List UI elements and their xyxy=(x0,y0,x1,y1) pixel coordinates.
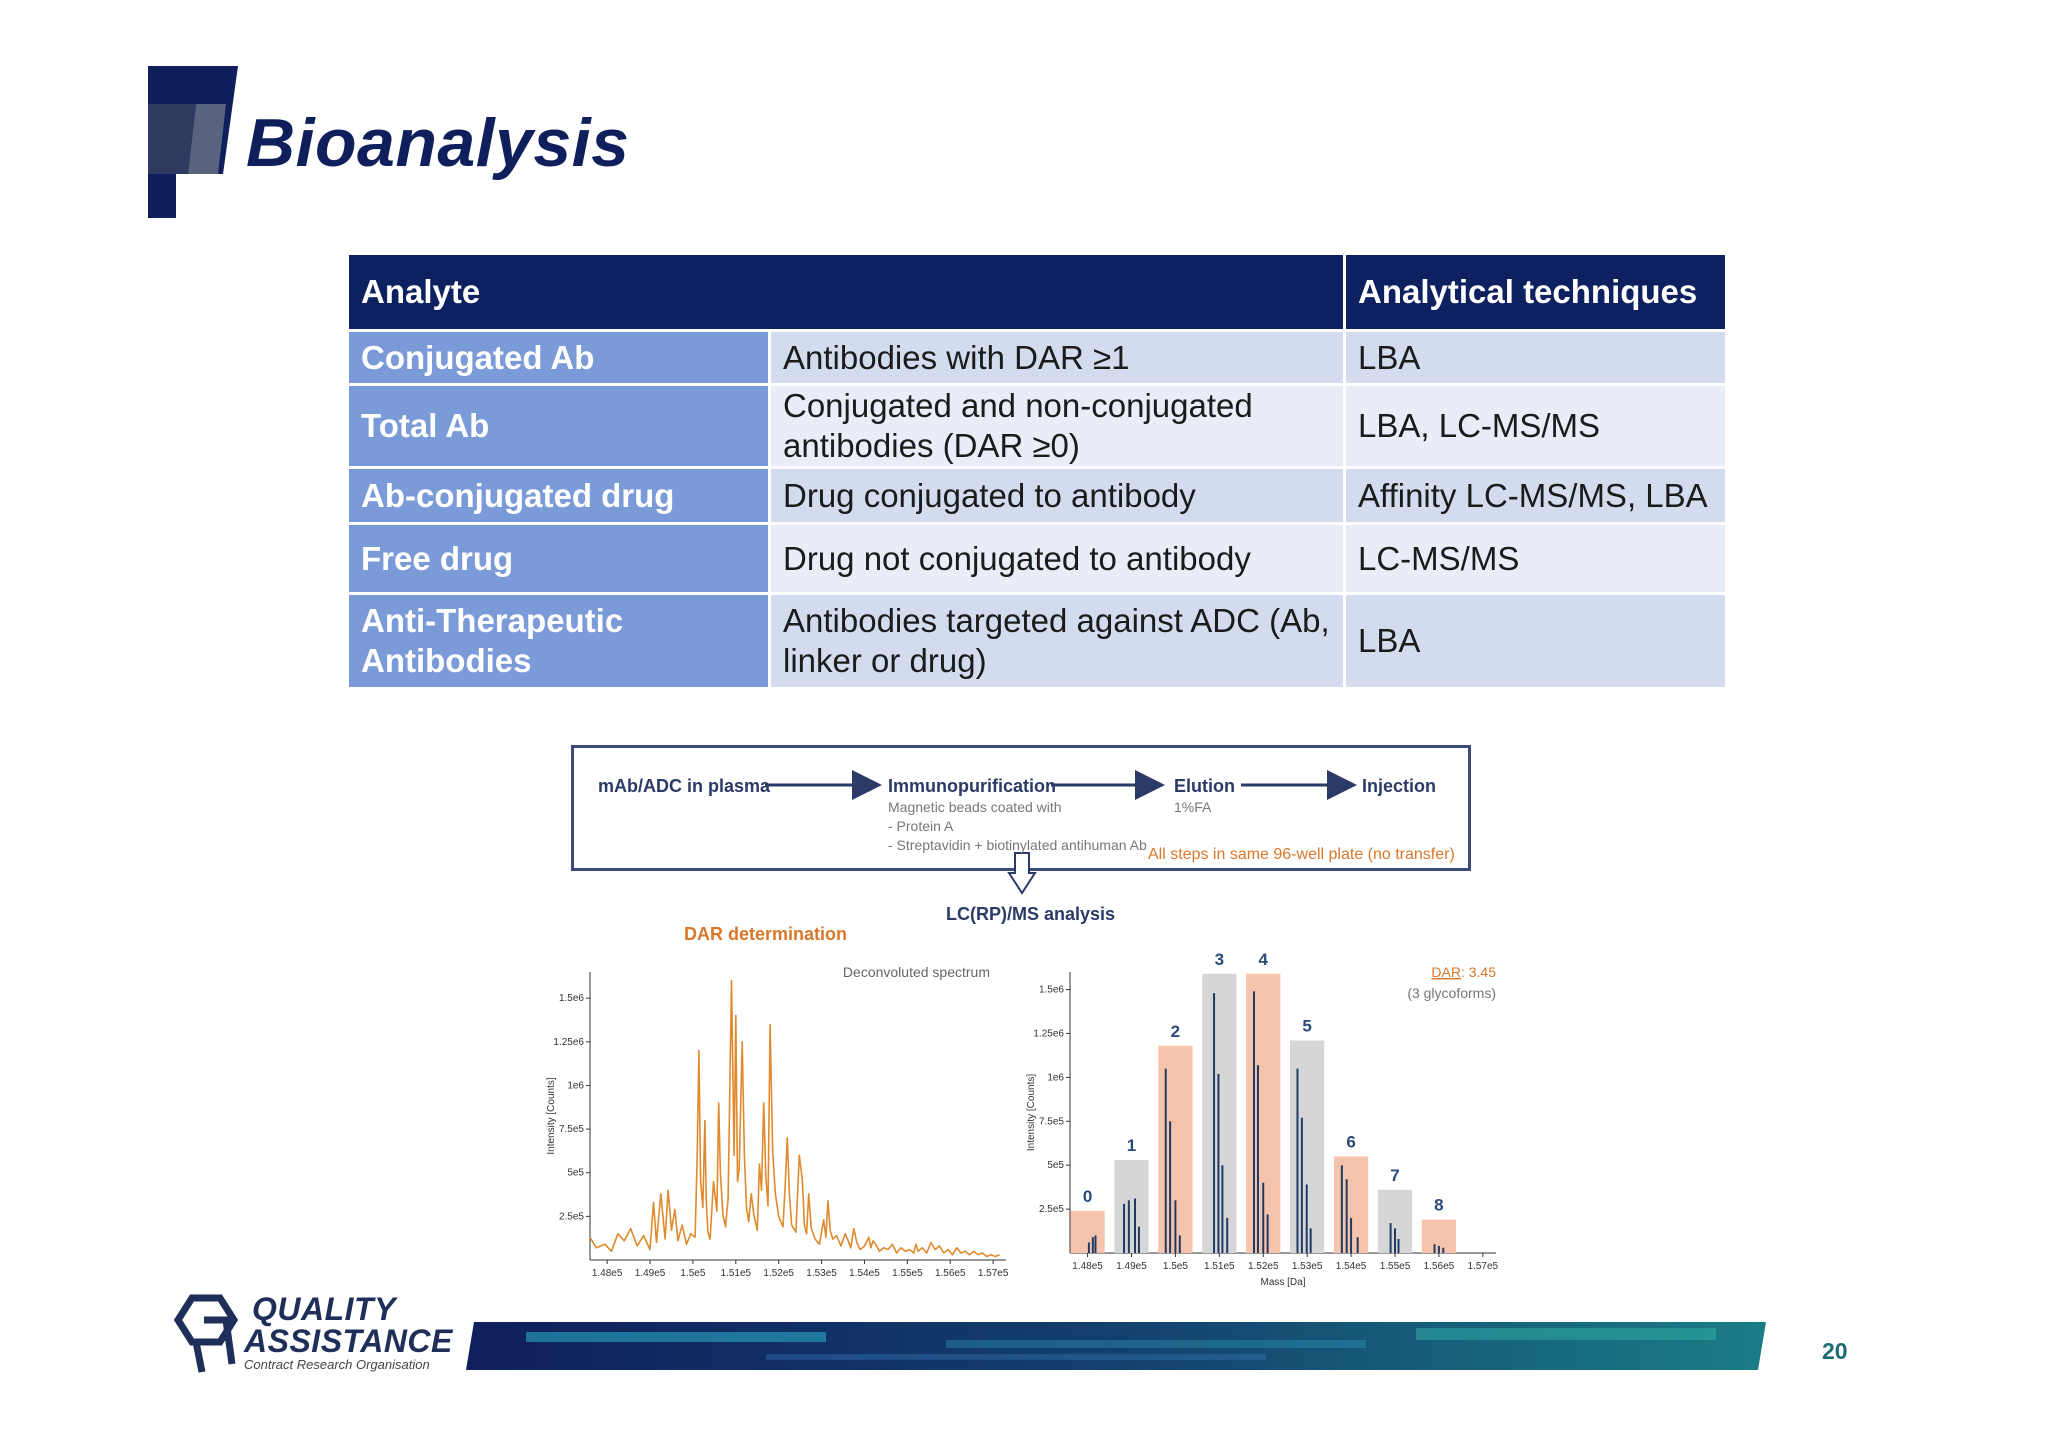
x-tick-label: 1.57e5 xyxy=(978,1268,1009,1279)
analyte-description: Conjugated and non-conjugated antibodies… xyxy=(771,386,1343,466)
y-tick-label: 7.5e5 xyxy=(559,1124,584,1135)
flow-step-immunopurification-sub-1: Magnetic beads coated with xyxy=(888,799,1062,815)
dar-annotation-label: DAR xyxy=(1431,964,1461,980)
y-tick-label: 5e5 xyxy=(1047,1160,1064,1171)
dar-bar-label: 6 xyxy=(1346,1132,1355,1151)
dar-bar xyxy=(1114,1159,1149,1253)
analyte-technique: LBA xyxy=(1346,332,1725,383)
y-axis-label: Intensity [Counts] xyxy=(1026,1074,1037,1151)
brand-tagline: Contract Research Organisation xyxy=(244,1357,430,1372)
footer-decorative-bar xyxy=(466,1322,1766,1370)
brand-logo-icon xyxy=(174,1294,239,1373)
y-tick-label: 1.5e6 xyxy=(559,993,584,1004)
dar-distribution-chart: 2.5e5 5e5 7.5e5 1e6 1.25e6 1.5e6 1.48e5 1.49e5 1… xyxy=(1026,950,1499,1288)
x-tick-label: 1.5e5 xyxy=(680,1268,705,1279)
y-tick-label: 1.25e6 xyxy=(1033,1028,1064,1039)
table-row: Ab-conjugated drug Drug conjugated to an… xyxy=(349,469,1725,522)
dar-bar-label: 2 xyxy=(1171,1022,1180,1041)
dar-annotation: DAR: 3.45 xyxy=(1431,964,1496,980)
x-tick-label: 1.51e5 xyxy=(721,1268,752,1279)
x-tick-label: 1.52e5 xyxy=(763,1268,794,1279)
flow-arrow-down xyxy=(1007,852,1037,895)
dar-bar-label: 3 xyxy=(1215,950,1224,969)
flow-note: All steps in same 96-well plate (no tran… xyxy=(1148,846,1455,863)
y-tick-label: 2.5e5 xyxy=(559,1211,584,1222)
flow-step-immunopurification-sub-3: - Streptavidin + biotinylated antihuman … xyxy=(888,837,1147,853)
y-tick-label: 2.5e5 xyxy=(1039,1204,1064,1215)
analyte-technique: LBA xyxy=(1346,595,1725,687)
x-axis-label: Mass [Da] xyxy=(1260,1277,1305,1288)
x-tick-label: 1.53e5 xyxy=(1292,1261,1323,1272)
dar-bar xyxy=(1070,1210,1105,1253)
analyte-name: Free drug xyxy=(349,525,768,592)
analyte-name: Anti-Therapeutic Antibodies xyxy=(349,595,768,687)
analyte-technique: LC-MS/MS xyxy=(1346,525,1725,592)
table-row: Free drug Drug not conjugated to antibod… xyxy=(349,525,1725,592)
x-tick-label: 1.52e5 xyxy=(1248,1261,1279,1272)
y-tick-label: 5e5 xyxy=(567,1168,584,1179)
table-row: Total Ab Conjugated and non-conjugated a… xyxy=(349,386,1725,466)
x-tick-label: 1.49e5 xyxy=(635,1268,666,1279)
analyte-description: Drug conjugated to antibody xyxy=(771,469,1343,522)
table-header-techniques: Analytical techniques xyxy=(1346,255,1725,329)
x-tick-label: 1.49e5 xyxy=(1116,1261,1147,1272)
x-tick-label: 1.48e5 xyxy=(1072,1261,1103,1272)
analyte-description: Drug not conjugated to antibody xyxy=(771,525,1343,592)
table-row: Anti-Therapeutic Antibodies Antibodies t… xyxy=(349,595,1725,687)
dar-bar-label: 8 xyxy=(1434,1196,1443,1215)
deconvoluted-spectrum-chart: 2.5e5 5e5 7.5e5 1e6 1.25e6 1.5e6 1.48e5 1.49e5 1… xyxy=(546,964,1009,1279)
workflow-box xyxy=(571,745,1471,871)
y-tick-label: 1e6 xyxy=(1047,1072,1064,1083)
y-axis-label: Intensity [Counts] xyxy=(546,1077,557,1154)
chart-title: Deconvoluted spectrum xyxy=(843,964,990,980)
dar-bar-label: 1 xyxy=(1127,1136,1136,1155)
spectrum-line xyxy=(589,979,1000,1258)
x-tick-label: 1.53e5 xyxy=(806,1268,837,1279)
table-header-analyte: Analyte xyxy=(349,255,1343,329)
flow-step-immunopurification: Immunopurification xyxy=(888,776,1056,796)
page-number: 20 xyxy=(1822,1338,1848,1364)
y-tick-label: 1.25e6 xyxy=(553,1037,584,1048)
analyte-table: Analyte Analytical techniques Conjugated… xyxy=(346,252,1728,690)
x-tick-label: 1.54e5 xyxy=(849,1268,880,1279)
flow-step-plasma: mAb/ADC in plasma xyxy=(598,776,771,796)
x-tick-label: 1.57e5 xyxy=(1468,1261,1499,1272)
table-row: Conjugated Ab Antibodies with DAR ≥1 LBA xyxy=(349,332,1725,383)
lcms-analysis-label: LC(RP)/MS analysis xyxy=(946,904,1116,924)
dar-bar-label: 0 xyxy=(1083,1187,1092,1206)
flow-step-elution: Elution xyxy=(1174,776,1235,796)
y-tick-label: 1e6 xyxy=(567,1080,584,1091)
dar-bar-label: 7 xyxy=(1390,1166,1399,1185)
x-tick-label: 1.55e5 xyxy=(892,1268,923,1279)
x-tick-label: 1.56e5 xyxy=(935,1268,966,1279)
analyte-name: Conjugated Ab xyxy=(349,332,768,383)
x-tick-label: 1.51e5 xyxy=(1204,1261,1235,1272)
dar-determination-label: DAR determination xyxy=(684,924,848,944)
flow-step-immunopurification-sub-2: - Protein A xyxy=(888,818,954,834)
title-logo-mark xyxy=(148,66,238,218)
dar-bar-label: 5 xyxy=(1302,1016,1311,1035)
analyte-name: Total Ab xyxy=(349,386,768,466)
y-tick-label: 7.5e5 xyxy=(1039,1116,1064,1127)
brand-name-line1: QUALITY xyxy=(252,1291,396,1327)
y-tick-label: 1.5e6 xyxy=(1039,985,1064,996)
analyte-technique: LBA, LC-MS/MS xyxy=(1346,386,1725,466)
analyte-description: Antibodies targeted against ADC (Ab, lin… xyxy=(771,595,1343,687)
flow-step-elution-sub: 1%FA xyxy=(1174,799,1212,815)
dar-annotation-value: : 3.45 xyxy=(1461,964,1496,980)
x-tick-label: 1.48e5 xyxy=(592,1268,623,1279)
analyte-name: Ab-conjugated drug xyxy=(349,469,768,522)
workflow-arrows xyxy=(765,770,1357,895)
page-title: Bioanalysis xyxy=(246,105,630,181)
x-tick-label: 1.55e5 xyxy=(1380,1261,1411,1272)
dar-annotation-note: (3 glycoforms) xyxy=(1407,985,1496,1001)
dar-bar-label: 4 xyxy=(1259,950,1269,969)
x-tick-label: 1.5e5 xyxy=(1163,1261,1188,1272)
analyte-technique: Affinity LC-MS/MS, LBA xyxy=(1346,469,1725,522)
analyte-description: Antibodies with DAR ≥1 xyxy=(771,332,1343,383)
brand-name-line2: ASSISTANCE xyxy=(244,1323,453,1359)
flow-step-injection: Injection xyxy=(1362,776,1437,796)
x-tick-label: 1.54e5 xyxy=(1336,1261,1367,1272)
x-tick-label: 1.56e5 xyxy=(1424,1261,1455,1272)
